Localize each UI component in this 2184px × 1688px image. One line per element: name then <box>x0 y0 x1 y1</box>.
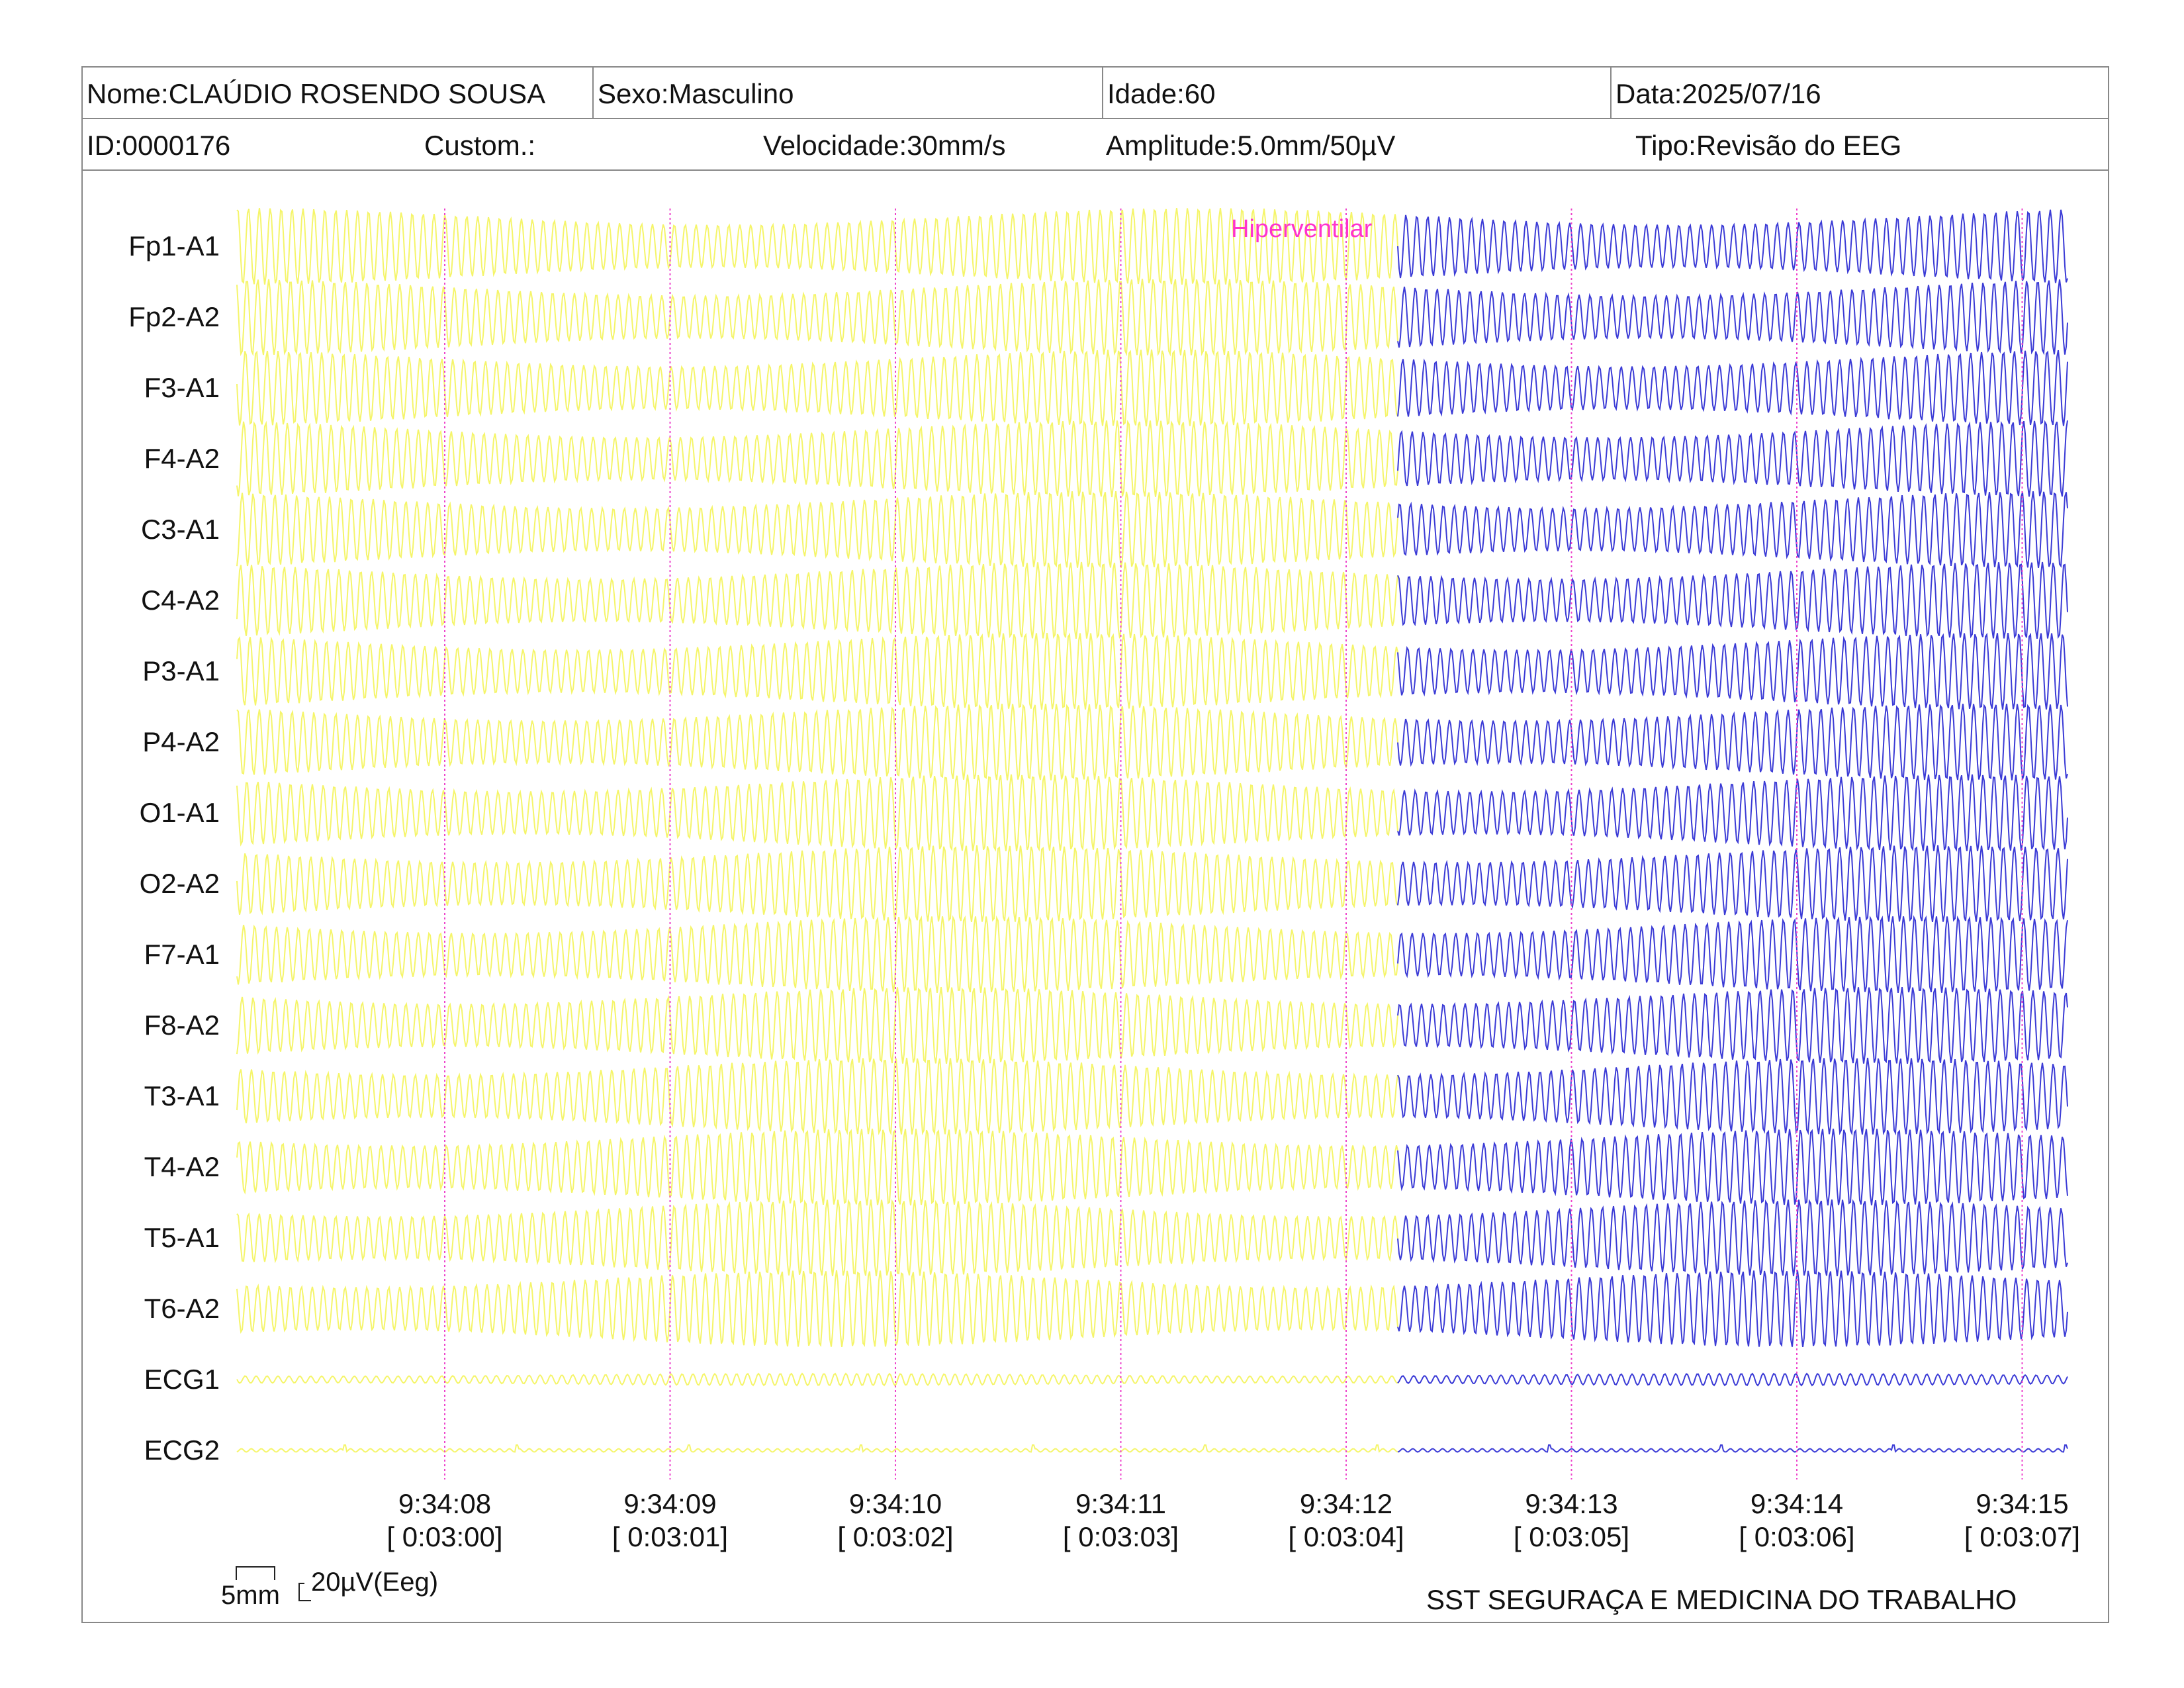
scale-time-label: 5mm <box>221 1581 280 1610</box>
amplitude-setting: Amplitude:5.0mm/50µV <box>1106 130 1396 161</box>
channel-label: ECG2 <box>144 1434 220 1466</box>
channel-label: Fp2-A2 <box>128 301 220 332</box>
trace-pre <box>236 632 1398 710</box>
event-marker-label: Hiperventilar <box>1231 215 1373 243</box>
trace-post <box>1397 986 2068 1064</box>
channel-label: F3-A1 <box>144 372 220 403</box>
trace-pre <box>236 986 1398 1064</box>
trace-post <box>1397 1270 2068 1348</box>
trace-pre <box>236 420 1398 498</box>
time-elapsed-label: [ 0:03:00] <box>387 1521 502 1552</box>
trace-post <box>1397 209 2068 283</box>
scale-bar <box>236 1566 311 1601</box>
time-axis-labels: 9:34:08[ 0:03:00] 9:34:09[ 0:03:01] 9:34:1… <box>387 1488 2080 1552</box>
exam-date: Data:2025/07/16 <box>1610 68 2111 118</box>
trace-pre <box>236 1444 1398 1453</box>
time-elapsed-label: [ 0:03:07] <box>1964 1521 2080 1552</box>
trace-pre <box>236 491 1398 568</box>
trace-pre <box>236 845 1398 923</box>
review-type: Tipo:Revisão do EEG <box>1635 130 1902 161</box>
patient-sex: Sexo:Masculino <box>592 68 1102 118</box>
scale-amplitude-label: 20µV(Eeg) <box>311 1568 439 1597</box>
channel-label: T3-A1 <box>144 1080 220 1111</box>
speed-setting: Velocidade:30mm/s <box>763 130 1006 161</box>
trace-post <box>1397 1372 2068 1387</box>
channel-label: F8-A2 <box>144 1009 220 1041</box>
channel-label: T5-A1 <box>144 1222 220 1253</box>
custom-field: Custom.: <box>424 130 536 161</box>
trace-post <box>1397 1444 2068 1453</box>
header-row-patient: Nome:CLAÚDIO ROSENDO SOUSA Sexo:Masculin… <box>83 68 2108 119</box>
patient-id: ID:0000176 <box>87 130 231 161</box>
time-clock-label: 9:34:15 <box>1976 1488 2068 1519</box>
trace-post <box>1397 632 2068 710</box>
time-elapsed-label: [ 0:03:01] <box>612 1521 728 1552</box>
time-elapsed-label: [ 0:03:06] <box>1739 1521 1854 1552</box>
time-clock-label: 9:34:11 <box>1075 1488 1166 1519</box>
trace-pre <box>236 1372 1398 1387</box>
patient-age: Idade:60 <box>1102 68 1610 118</box>
channel-label: ECG1 <box>144 1364 220 1395</box>
time-clock-label: 9:34:14 <box>1751 1488 1843 1519</box>
trace-pre <box>236 774 1398 852</box>
trace-post <box>1397 915 2068 994</box>
footer-organization: SST SEGURAÇA E MEDICINA DO TRABALHO <box>1426 1584 2017 1615</box>
time-gridlines <box>444 209 2023 1479</box>
trace-pre <box>236 704 1398 780</box>
channel-label: C3-A1 <box>141 514 220 545</box>
channel-label: O2-A2 <box>140 868 220 899</box>
channel-label: C4-A2 <box>141 585 220 616</box>
channel-label: T6-A2 <box>144 1293 220 1324</box>
trace-pre <box>236 1199 1398 1277</box>
time-clock-label: 9:34:10 <box>849 1488 942 1519</box>
trace-post <box>1397 561 2068 639</box>
time-elapsed-label: [ 0:03:05] <box>1514 1521 1629 1552</box>
trace-post <box>1397 350 2068 426</box>
time-elapsed-label: [ 0:03:04] <box>1288 1521 1404 1552</box>
trace-post <box>1397 1057 2068 1136</box>
trace-pre <box>236 208 1398 285</box>
header-row-exam: ID:0000176 Custom.: Velocidade:30mm/s Am… <box>83 119 2108 171</box>
channel-label: O1-A1 <box>140 797 220 828</box>
trace-post <box>1397 1199 2068 1277</box>
trace-post <box>1397 279 2068 355</box>
time-clock-label: 9:34:13 <box>1525 1488 1617 1519</box>
time-elapsed-label: [ 0:03:02] <box>837 1521 953 1552</box>
trace-pre <box>236 1128 1398 1206</box>
trace-pre <box>236 1270 1398 1348</box>
trace-post <box>1397 1128 2068 1206</box>
time-clock-label: 9:34:09 <box>623 1488 716 1519</box>
channel-label: P4-A2 <box>142 726 220 757</box>
channel-labels: Fp1-A1 Fp2-A2 F3-A1 F4-A2 C3-A1 C4-A2 P3-A1 P4-… <box>128 230 220 1466</box>
time-clock-label: 9:34:12 <box>1300 1488 1392 1519</box>
channel-label: F4-A2 <box>144 443 220 474</box>
channel-label: Fp1-A1 <box>128 230 220 261</box>
time-clock-label: 9:34:08 <box>398 1488 491 1519</box>
trace-post <box>1397 774 2068 852</box>
eeg-report-sheet: Nome:CLAÚDIO ROSENDO SOUSA Sexo:Masculin… <box>81 66 2109 1623</box>
time-elapsed-label: [ 0:03:03] <box>1063 1521 1179 1552</box>
trace-post <box>1397 845 2068 923</box>
trace-pre <box>236 561 1398 639</box>
trace-post <box>1397 491 2068 568</box>
channel-label: P3-A1 <box>142 655 220 686</box>
trace-pre <box>236 915 1398 994</box>
trace-pre <box>236 278 1398 357</box>
trace-post <box>1397 420 2068 497</box>
patient-name: Nome:CLAÚDIO ROSENDO SOUSA <box>87 78 546 109</box>
channel-label: T4-A2 <box>144 1151 220 1182</box>
trace-pre <box>236 1057 1398 1136</box>
trace-post <box>1397 704 2068 781</box>
channel-label: F7-A1 <box>144 939 220 970</box>
trace-pre <box>236 349 1398 427</box>
waveform-traces <box>236 208 2068 1453</box>
